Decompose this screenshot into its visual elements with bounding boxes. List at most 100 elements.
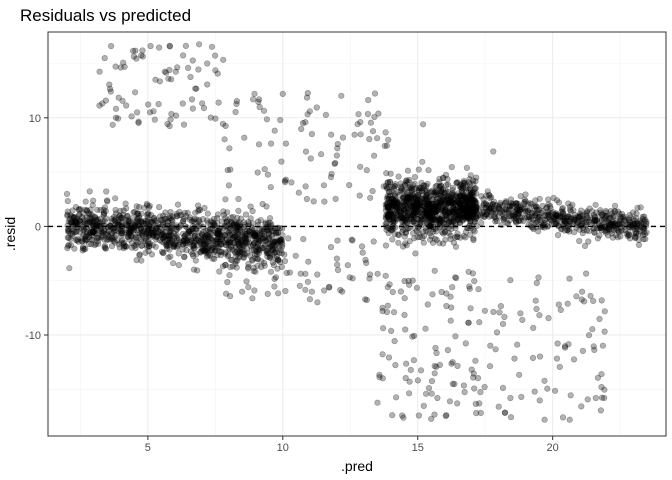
scatter-point [217,249,224,256]
scatter-point [99,233,106,240]
scatter-point [288,179,295,186]
scatter-point [432,210,439,217]
scatter-point [254,218,262,225]
scatter-point [168,226,175,233]
scatter-point [397,212,404,219]
scatter-point [245,219,252,226]
scatter-point [441,189,448,197]
scatter-point [424,206,431,213]
scatter-point [270,241,277,248]
scatter-point [83,207,90,214]
scatter-point [198,237,205,244]
scatter-point [240,234,247,241]
scatter-point [71,219,78,226]
scatter-point [231,243,238,250]
scatter-point [442,412,449,420]
scatter-point [115,241,123,248]
scatter-point [596,315,603,323]
scatter-point [120,245,127,252]
scatter-point [449,187,456,194]
scatter-point [413,196,421,203]
scatter-point [160,250,167,257]
scatter-point [241,251,248,258]
scatter-point [454,400,461,407]
scatter-point [222,214,229,222]
scatter-point [208,43,216,50]
scatter-point [454,211,461,218]
scatter-point [267,254,274,261]
scatter-point [640,236,647,243]
scatter-point [450,196,457,203]
scatter-point [458,187,466,194]
scatter-point [411,213,418,220]
scatter-point [133,55,140,62]
scatter-point [400,195,407,202]
scatter-point [264,250,272,257]
scatter-point [89,212,96,219]
scatter-point [165,236,172,244]
scatter-point [272,246,279,253]
scatter-point [431,217,439,224]
scatter-point [122,229,129,236]
scatter-point [249,257,256,264]
scatter-point [533,305,540,313]
scatter-point [178,211,185,218]
scatter-point [363,296,370,304]
scatter-point [162,232,169,240]
scatter-point [387,211,394,218]
scatter-point [467,210,474,217]
scatter-point [339,288,346,295]
scatter-point [171,241,178,248]
scatter-point [235,249,242,256]
scatter-point [431,206,438,213]
scatter-point [441,207,449,214]
scatter-point [440,208,447,215]
scatter-point [433,212,440,220]
scatter-point [65,234,72,241]
scatter-point [254,256,261,263]
scatter-point [191,232,198,240]
scatter-point [463,207,470,214]
scatter-point [243,278,250,285]
scatter-point [149,219,156,227]
scatter-point [476,400,483,407]
scatter-point [441,206,448,213]
scatter-point [463,197,470,204]
scatter-point [160,212,167,219]
scatter-point [468,213,475,220]
scatter-point [88,226,95,233]
scatter-point [171,241,178,248]
scatter-point [369,188,376,195]
scatter-point [462,194,469,201]
scatter-point [387,211,394,218]
scatter-point [444,195,451,202]
scatter-point [469,198,477,205]
scatter-point [443,181,450,188]
scatter-point [116,213,123,220]
scatter-point [414,192,421,199]
scatter-point [86,231,93,238]
scatter-point [382,129,389,136]
scatter-point [461,389,468,396]
scatter-point [72,237,80,244]
scatter-point [173,226,180,234]
scatter-point [460,208,467,215]
scatter-point [79,238,86,245]
scatter-point [156,78,163,85]
scatter-point [389,202,396,209]
scatter-point [357,118,364,126]
scatter-point [281,258,289,265]
scatter-point [463,207,470,215]
scatter-point [441,205,449,212]
scatter-point [234,234,241,241]
scatter-point [265,241,272,248]
scatter-point [133,257,140,264]
scatter-point [525,216,533,223]
scatter-point [387,227,395,234]
scatter-point [153,233,160,240]
scatter-point [472,213,479,220]
scatter-point [192,85,199,92]
scatter-point [109,234,116,241]
scatter-point [452,274,459,281]
scatter-point [413,203,420,210]
